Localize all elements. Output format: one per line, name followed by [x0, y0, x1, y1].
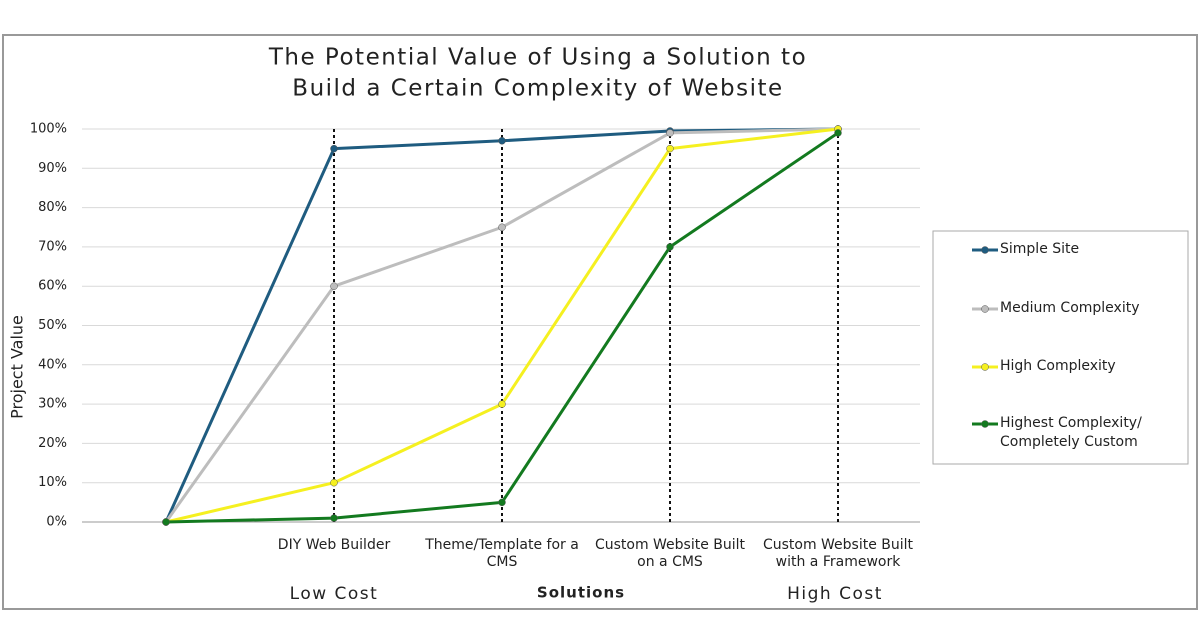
x-tick-label: Custom Website Built on a CMS [594, 537, 746, 570]
y-tick-label: 90% [38, 161, 67, 176]
y-tick-label: 60% [38, 279, 67, 294]
y-tick-label: 80% [38, 200, 67, 215]
y-tick-label: 40% [38, 357, 67, 372]
data-point [330, 514, 338, 522]
data-point [666, 243, 674, 251]
data-point [498, 400, 506, 408]
data-point [498, 223, 506, 231]
legend-label: Highest Complexity/ Completely Custom [1000, 415, 1142, 450]
data-point [498, 137, 506, 145]
y-tick-label: 30% [38, 397, 67, 412]
data-point [666, 144, 674, 153]
x-tick-label: Theme/Template for a CMS [425, 537, 579, 570]
legend-marker [981, 305, 989, 313]
legend-marker [981, 246, 989, 254]
annotation: High Cost [787, 584, 883, 604]
frame [2, 34, 1198, 610]
annotation: Low Cost [290, 584, 379, 604]
x-tick-label: Custom Website Built with a Framework [762, 537, 914, 570]
legend-marker [981, 363, 989, 371]
y-tick-label: 100% [30, 122, 67, 137]
data-point [330, 282, 338, 290]
y-tick-label: 70% [38, 239, 67, 254]
legend-box [932, 230, 1189, 465]
legend-marker [981, 420, 989, 428]
y-axis-label: Project Value [8, 315, 27, 419]
y-tick-label: 20% [38, 436, 67, 451]
x-axis-label: Solutions [537, 584, 625, 602]
y-tick-label: 10% [38, 475, 67, 490]
chart-title: Build a Certain Complexity of Website [292, 76, 783, 102]
data-point [498, 498, 506, 507]
x-tick-label: DIY Web Builder [277, 537, 391, 553]
y-tick-label: 0% [46, 515, 67, 530]
chart-title: The Potential Value of Using a Solution … [268, 45, 807, 71]
legend-label: High Complexity [1000, 358, 1116, 374]
data-point [330, 144, 338, 153]
data-point [834, 129, 842, 137]
legend-label: Medium Complexity [1000, 300, 1140, 316]
legend-label: Simple Site [1000, 241, 1080, 257]
data-point [330, 478, 338, 487]
y-tick-label: 50% [38, 318, 67, 333]
data-point [666, 129, 674, 137]
data-point [162, 518, 170, 526]
